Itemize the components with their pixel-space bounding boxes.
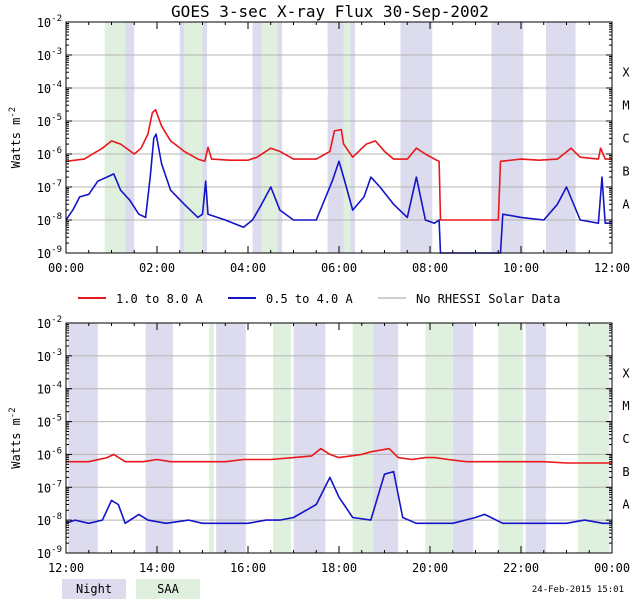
legend-short-label: 0.5 to 4.0 A <box>266 292 353 306</box>
saa-band <box>209 323 214 553</box>
flare-class-label: B <box>622 165 629 179</box>
night-band <box>491 22 524 253</box>
legend-long-label: 1.0 to 8.0 A <box>116 292 203 306</box>
y-tick-label: 10-8 <box>37 212 62 228</box>
y-tick-label: 10-6 <box>37 446 62 462</box>
saa-band <box>261 22 278 253</box>
saa-band <box>577 323 610 553</box>
night-band <box>452 323 474 553</box>
night-band <box>546 22 576 253</box>
y-tick-label: 10-6 <box>37 146 62 162</box>
x-tick-label: 02:00 <box>139 261 175 275</box>
x-tick-label: 14:00 <box>139 561 175 575</box>
x-tick-label: 00:00 <box>48 261 84 275</box>
series-long-line <box>66 447 612 464</box>
y-tick-label: 10-2 <box>37 14 62 30</box>
saa-band <box>352 323 374 553</box>
series-long-line <box>65 108 612 221</box>
legend-saa-swatch <box>136 579 200 599</box>
x-tick-label: 04:00 <box>230 261 266 275</box>
x-tick-label: 16:00 <box>230 561 266 575</box>
series-short-line <box>65 470 612 525</box>
legend-night-swatch <box>62 579 126 599</box>
night-band <box>400 22 433 253</box>
saa-band <box>184 22 203 253</box>
y-axis-label: Watts m-2 <box>8 107 23 168</box>
night-band <box>370 323 399 553</box>
x-tick-label: 06:00 <box>321 261 357 275</box>
x-tick-label: 12:00 <box>48 561 84 575</box>
legend-saa-label: SAA <box>157 582 179 596</box>
y-tick-label: 10-9 <box>37 545 62 561</box>
night-band <box>145 323 173 553</box>
x-tick-label: 08:00 <box>412 261 448 275</box>
flare-class-label: M <box>622 399 629 413</box>
x-tick-label: 18:00 <box>321 561 357 575</box>
region-legend: Night SAA <box>62 579 200 599</box>
flare-class-label: M <box>622 99 629 113</box>
night-band <box>68 323 98 553</box>
x-tick-label: 12:00 <box>594 261 630 275</box>
y-tick-label: 10-2 <box>37 315 62 331</box>
y-tick-label: 10-7 <box>37 179 62 195</box>
chart-title: GOES 3-sec X-ray Flux 30-Sep-2002 <box>171 2 489 21</box>
saa-band <box>273 323 292 553</box>
y-tick-label: 10-4 <box>37 80 62 96</box>
y-tick-label: 10-3 <box>37 348 62 364</box>
saa-band <box>343 22 351 253</box>
flare-class-label: X <box>622 366 630 380</box>
saa-band <box>498 323 524 553</box>
x-tick-label: 10:00 <box>503 261 539 275</box>
y-axis-label: Watts m-2 <box>8 407 23 468</box>
flare-class-label: B <box>622 465 629 479</box>
series-short-line <box>65 133 612 254</box>
y-tick-label: 10-3 <box>37 47 62 63</box>
flare-class-label: C <box>622 432 629 446</box>
legend-nodata-label: No RHESSI Solar Data <box>416 292 561 306</box>
x-tick-label: 20:00 <box>412 561 448 575</box>
x-tick-label: 22:00 <box>503 561 539 575</box>
bottom-panel: 10-2 10-3 10-4 10-5 10-6 10-7 10-8 10-912:00 14:… <box>8 315 630 575</box>
generated-timestamp: 24-Feb-2015 15:01 <box>532 585 624 595</box>
night-band <box>525 323 547 553</box>
night-band <box>216 323 246 553</box>
y-tick-label: 10-7 <box>37 479 62 495</box>
top-panel: 10-2 10-3 10-4 10-5 10-6 10-7 10-8 10-900:00 02:… <box>8 14 630 275</box>
night-band <box>293 323 326 553</box>
y-tick-label: 10-8 <box>37 512 62 528</box>
y-tick-label: 10-4 <box>37 381 62 397</box>
flare-class-label: A <box>622 498 630 512</box>
legend-night-label: Night <box>76 582 112 596</box>
flare-class-label: A <box>622 198 630 212</box>
x-tick-label: 00:00 <box>594 561 630 575</box>
night-band <box>327 22 355 253</box>
y-tick-label: 10-9 <box>37 245 62 261</box>
y-tick-label: 10-5 <box>37 113 62 129</box>
flare-class-label: X <box>622 66 630 80</box>
saa-band <box>425 323 453 553</box>
flare-class-label: C <box>622 132 629 146</box>
saa-band <box>104 22 126 253</box>
y-tick-label: 10-5 <box>37 414 62 430</box>
line-legend: 1.0 to 8.0 A 0.5 to 4.0 A No RHESSI Sola… <box>78 292 561 306</box>
